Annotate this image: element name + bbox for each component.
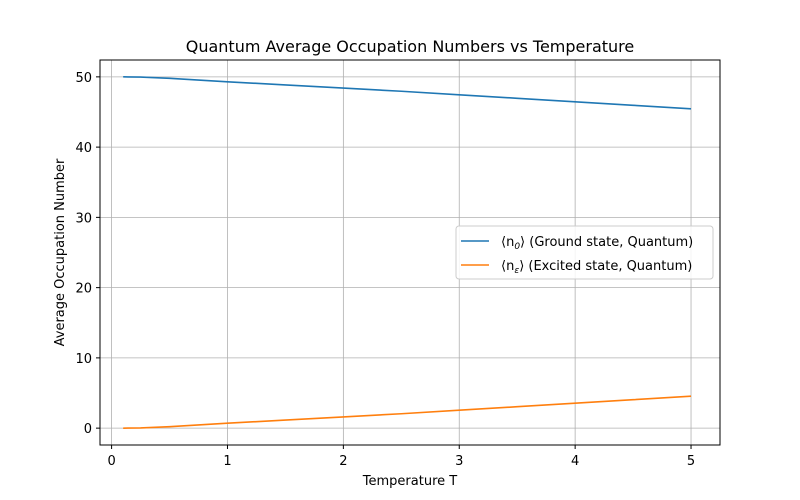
legend-box: [455, 225, 714, 280]
y-tick-label: 30: [75, 211, 92, 226]
y-tick-label: 0: [84, 422, 92, 437]
x-axis-label: Temperature T: [362, 474, 457, 489]
x-tick-label: 2: [339, 454, 347, 469]
x-tick-label: 1: [223, 454, 231, 469]
series-group: [123, 76, 692, 429]
y-tick-label: 20: [75, 282, 92, 297]
y-tick-label: 10: [75, 352, 92, 367]
x-tick-label: 4: [571, 454, 579, 469]
series-line-1: [123, 395, 692, 429]
legend-entry-1: ⟨nε⟩ (Excited state, Quantum): [501, 259, 692, 276]
y-tick-label: 50: [75, 71, 92, 86]
x-tick-label: 0: [107, 454, 115, 469]
y-axis-label: Average Occupation Number: [53, 158, 68, 346]
legend-entry-0: ⟨n0⟩ (Ground state, Quantum): [501, 235, 693, 252]
chart-title: Quantum Average Occupation Numbers vs Te…: [186, 37, 635, 56]
x-tick-label: 5: [687, 454, 695, 469]
plot-frame: [99, 59, 721, 446]
x-tick-label: 3: [455, 454, 463, 469]
series-line-0: [123, 76, 692, 110]
y-tick-label: 40: [75, 141, 92, 156]
legend: ⟨n0⟩ (Ground state, Quantum) ⟨nε⟩ (Excite…: [455, 225, 714, 280]
